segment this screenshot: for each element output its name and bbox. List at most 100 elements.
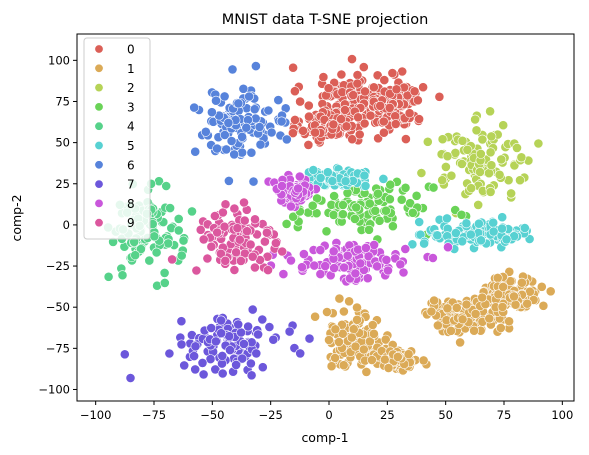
- plot-frame: [76, 33, 575, 402]
- y-tick-label: −75: [46, 341, 70, 355]
- data-point: [407, 207, 418, 218]
- data-point: [245, 239, 256, 250]
- data-point: [315, 172, 326, 183]
- data-point: [221, 144, 232, 155]
- data-point: [364, 224, 374, 235]
- data-point: [446, 170, 457, 181]
- data-point: [245, 358, 256, 369]
- data-point: [370, 205, 381, 216]
- data-point: [246, 370, 257, 381]
- data-point: [442, 213, 452, 224]
- data-point: [372, 70, 383, 81]
- data-point: [538, 300, 549, 311]
- data-point: [205, 354, 216, 364]
- data-point: [378, 173, 389, 184]
- data-point: [375, 100, 386, 111]
- data-point: [522, 298, 533, 309]
- data-point: [288, 211, 299, 222]
- data-point: [466, 183, 477, 194]
- data-point: [354, 129, 365, 140]
- data-point: [414, 217, 425, 227]
- legend-marker: [94, 160, 104, 170]
- data-point: [348, 324, 359, 335]
- data-point: [217, 368, 228, 379]
- x-axis-ticks: −100 −75 −50 −25 0 25 50 75 100: [80, 401, 573, 422]
- data-point: [368, 328, 379, 339]
- data-point: [329, 263, 339, 273]
- data-point: [494, 169, 505, 180]
- legend-marker: [94, 63, 104, 73]
- series-1-points: [310, 266, 556, 377]
- data-point: [473, 199, 484, 210]
- data-point: [231, 247, 241, 258]
- data-point: [385, 179, 396, 190]
- data-point: [348, 90, 359, 100]
- legend-label: 0: [127, 43, 135, 57]
- data-point: [403, 349, 414, 360]
- data-point: [339, 262, 349, 273]
- data-point: [287, 128, 298, 138]
- series-8-points: [263, 170, 453, 287]
- data-point: [103, 271, 114, 282]
- data-point: [202, 253, 213, 264]
- data-point: [457, 135, 468, 146]
- legend-label: 8: [127, 197, 135, 211]
- data-point: [239, 215, 250, 226]
- data-point: [315, 269, 326, 279]
- data-point: [135, 244, 146, 254]
- data-point: [484, 313, 495, 324]
- data-point: [400, 134, 411, 144]
- data-point: [347, 54, 357, 64]
- data-point: [212, 227, 223, 238]
- data-point: [229, 203, 240, 214]
- legend-box: [83, 37, 151, 240]
- data-point: [237, 131, 247, 142]
- data-point: [477, 292, 488, 303]
- data-point: [373, 188, 383, 199]
- x-tick-label: 0: [325, 408, 332, 422]
- data-point: [198, 234, 209, 245]
- legend-marker: [94, 141, 104, 151]
- data-point: [321, 226, 332, 237]
- data-point: [250, 214, 260, 225]
- data-point: [361, 366, 372, 377]
- data-point: [334, 337, 344, 347]
- data-point: [176, 250, 187, 261]
- data-point: [409, 86, 420, 97]
- legend-label: 4: [127, 120, 135, 134]
- data-point: [519, 223, 530, 233]
- data-point: [304, 111, 314, 122]
- data-point: [285, 201, 296, 212]
- data-point: [498, 281, 508, 292]
- data-point: [286, 255, 296, 266]
- data-point: [418, 355, 429, 366]
- data-point: [248, 176, 259, 187]
- data-point: [329, 191, 339, 201]
- data-point: [290, 115, 300, 125]
- data-point: [352, 70, 363, 80]
- data-point: [492, 272, 503, 283]
- legend-label: 3: [127, 100, 135, 114]
- data-point: [176, 339, 187, 350]
- legend-marker: [94, 83, 104, 93]
- legend-label: 7: [127, 178, 135, 192]
- legend-marker: [94, 179, 104, 189]
- data-point: [501, 234, 512, 245]
- data-point: [219, 130, 230, 140]
- data-point: [360, 242, 371, 253]
- data-point: [456, 209, 467, 220]
- data-point: [512, 142, 522, 153]
- data-point: [330, 353, 340, 363]
- y-axis-ticks: −100 −75 −50 −25 0 25 50 75 100: [38, 53, 77, 396]
- data-point: [234, 234, 245, 245]
- data-point: [318, 72, 329, 82]
- data-point: [263, 265, 273, 275]
- data-point: [288, 62, 298, 73]
- scatter-points: [103, 54, 556, 383]
- data-point: [229, 265, 240, 275]
- data-point: [505, 276, 516, 287]
- data-point: [303, 100, 314, 111]
- data-point: [187, 206, 197, 217]
- data-point: [246, 147, 257, 158]
- data-point: [219, 91, 230, 102]
